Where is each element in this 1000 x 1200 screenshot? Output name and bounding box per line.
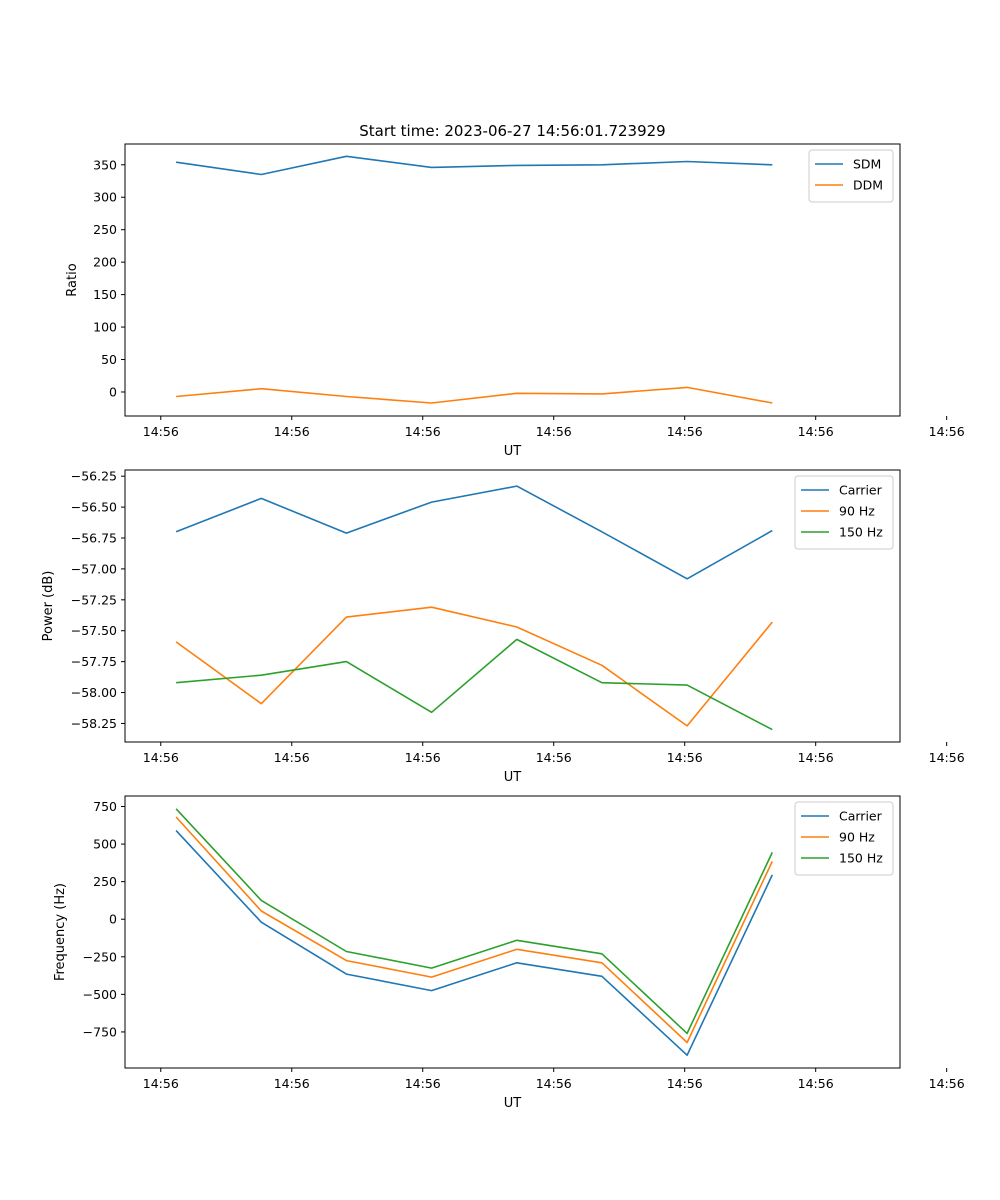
x-tick-label: 14:56 [143, 750, 179, 765]
y-axis-label: Power (dB) [41, 571, 56, 642]
y-tick-label: −57.00 [71, 561, 117, 576]
y-tick-label: 50 [101, 352, 117, 367]
series-line-2-2 [175, 606, 773, 727]
y-tick-label: −58.00 [71, 685, 117, 700]
y-tick-label: −57.25 [71, 592, 117, 607]
x-tick-label: 14:56 [667, 424, 703, 439]
y-tick-label: 0 [109, 384, 117, 399]
x-tick-label: 14:56 [405, 1076, 441, 1091]
series-line-1-1 [175, 155, 773, 176]
x-tick-label: 14:56 [798, 750, 834, 765]
x-tick-label: 14:56 [667, 1076, 703, 1091]
axes-frame [124, 143, 901, 417]
axes-frame [124, 795, 901, 1069]
x-axis-label: UT [504, 1096, 522, 1111]
y-tick-label: −58.25 [71, 716, 117, 731]
series-line-2-3 [176, 638, 773, 731]
x-axis-label: UT [504, 444, 522, 459]
x-tick-label: 14:56 [274, 424, 310, 439]
x-tick-label: 14:56 [798, 424, 834, 439]
series-line-3-2 [175, 816, 774, 1044]
legend-box [794, 475, 894, 550]
series-line-1-2 [176, 386, 773, 404]
x-tick-label: 14:56 [274, 750, 310, 765]
legend-label: SDM [853, 157, 881, 172]
x-tick-label: 14:56 [929, 750, 965, 765]
legend-label: 150 Hz [839, 525, 883, 540]
legend-label: 90 Hz [839, 504, 875, 519]
y-tick-label: 0 [109, 912, 117, 927]
x-tick-label: 14:56 [536, 750, 572, 765]
x-tick-label: 14:56 [274, 1076, 310, 1091]
series-line-3-3 [175, 808, 774, 1035]
y-tick-label: 150 [93, 287, 117, 302]
y-tick-label: 350 [93, 157, 117, 172]
x-tick-label: 14:56 [536, 1076, 572, 1091]
x-tick-label: 14:56 [667, 750, 703, 765]
y-tick-label: −750 [83, 1024, 117, 1039]
y-tick-label: −500 [83, 987, 117, 1002]
chart-panel-2: −58.25 −58.00 −57.75 −57.50 −57.25 −57.00 −56.… [41, 469, 965, 785]
y-axis-label: Ratio [65, 263, 80, 296]
legend-label: DDM [853, 178, 883, 193]
y-tick-label: −56.50 [71, 500, 117, 515]
y-tick-label: −56.25 [71, 469, 117, 484]
y-tick-label: 250 [93, 222, 117, 237]
y-tick-label: 500 [93, 837, 117, 852]
x-tick-label: 14:56 [143, 424, 179, 439]
x-tick-label: 14:56 [798, 1076, 834, 1091]
series-line-3-1 [175, 830, 774, 1056]
chart-panel-3: −750 −500 −250 0 250 500 750 14:56 14:56 14:56 14:… [53, 795, 965, 1111]
legend: SDM DDM [808, 149, 894, 203]
y-tick-label: 100 [93, 320, 117, 335]
chart-panels: 0 50 100 150 200 250 300 350 14:56 14:56 14:56 14:5… [41, 143, 965, 1111]
y-tick-label: 200 [93, 255, 117, 270]
legend-label: Carrier [839, 809, 883, 824]
y-tick-label: −57.75 [71, 654, 117, 669]
x-tick-label: 14:56 [536, 424, 572, 439]
legend-label: 90 Hz [839, 830, 875, 845]
y-tick-label: −57.50 [71, 623, 117, 638]
y-tick-label: 750 [93, 799, 117, 814]
x-axis-label: UT [504, 770, 522, 785]
x-tick-label: 14:56 [143, 1076, 179, 1091]
legend: Carrier 90 Hz 150 Hz [794, 801, 894, 876]
y-tick-label: 250 [93, 874, 117, 889]
series-line-2-1 [175, 485, 773, 580]
legend-box [808, 149, 894, 203]
x-tick-label: 14:56 [405, 750, 441, 765]
y-tick-label: −250 [83, 949, 117, 964]
legend: Carrier 90 Hz 150 Hz [794, 475, 894, 550]
y-tick-label: −56.75 [71, 531, 117, 546]
axes-frame [124, 469, 901, 743]
x-tick-label: 14:56 [405, 424, 441, 439]
legend-label: Carrier [839, 483, 883, 498]
x-tick-label: 14:56 [929, 1076, 965, 1091]
figure-title: Start time: 2023-06-27 14:56:01.723929 [359, 122, 665, 140]
x-tick-label: 14:56 [929, 424, 965, 439]
legend-box [794, 801, 894, 876]
y-tick-label: 300 [93, 190, 117, 205]
legend-label: 150 Hz [839, 851, 883, 866]
y-axis-label: Frequency (Hz) [53, 883, 68, 981]
chart-panel-1: 0 50 100 150 200 250 300 350 14:56 14:56 14:56 14:5… [65, 143, 965, 459]
